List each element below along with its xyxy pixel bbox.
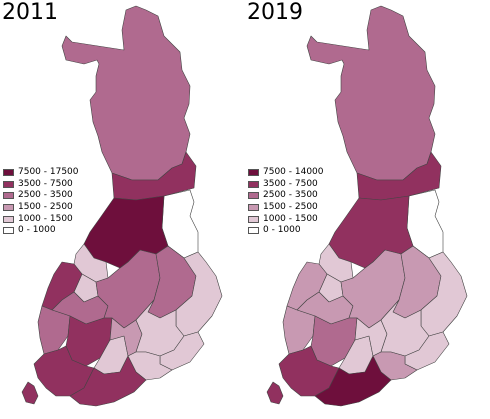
legend-label: 1000 - 1500 xyxy=(18,213,73,224)
legend-item: 7500 - 14000 xyxy=(248,167,324,179)
map-legend-2019: 7500 - 14000 3500 - 7500 2500 - 3500 1500 -… xyxy=(248,167,324,237)
legend-swatch xyxy=(3,180,14,188)
legend-swatch xyxy=(3,169,14,177)
legend-label: 2500 - 3500 xyxy=(18,190,73,201)
legend-label: 0 - 1000 xyxy=(18,225,56,236)
legend-item: 7500 - 17500 xyxy=(3,167,79,179)
legend-label: 1500 - 2500 xyxy=(263,202,318,213)
legend-swatch xyxy=(248,192,259,200)
legend-item: 1000 - 1500 xyxy=(3,213,79,225)
map-region xyxy=(69,355,147,407)
legend-swatch xyxy=(248,180,259,188)
legend-item: 1500 - 2500 xyxy=(248,202,324,214)
legend-label: 3500 - 7500 xyxy=(263,178,318,189)
map-panel-2011: 2011 7500 - 17500 3500 - 7500 2500 - 3500 1… xyxy=(2,0,223,407)
map-year-label: 2011 xyxy=(2,0,58,25)
legend-item: 3500 - 7500 xyxy=(248,179,324,191)
legend-label: 3500 - 7500 xyxy=(18,178,73,189)
map-region xyxy=(21,381,39,405)
map-panel-2019: 2019 7500 - 14000 3500 - 7500 2500 - 3500 1… xyxy=(245,0,490,419)
map-year-label: 2019 xyxy=(247,0,303,25)
map-region xyxy=(314,355,392,407)
map-region xyxy=(266,381,284,405)
legend-label: 1500 - 2500 xyxy=(18,202,73,213)
legend-swatch xyxy=(248,227,259,235)
legend-label: 0 - 1000 xyxy=(263,225,301,236)
finland-map-2019 xyxy=(266,5,468,407)
finland-map-2011 xyxy=(21,5,223,407)
map-legend-2011: 7500 - 17500 3500 - 7500 2500 - 3500 1500 -… xyxy=(3,167,79,237)
legend-label: 1000 - 1500 xyxy=(263,213,318,224)
legend-swatch xyxy=(3,192,14,200)
legend-label: 7500 - 14000 xyxy=(263,167,324,178)
legend-item: 3500 - 7500 xyxy=(3,179,79,191)
legend-item: 1500 - 2500 xyxy=(3,202,79,214)
map-region xyxy=(306,5,436,181)
legend-swatch xyxy=(248,204,259,212)
legend-item: 1000 - 1500 xyxy=(248,213,324,225)
legend-item: 2500 - 3500 xyxy=(3,190,79,202)
legend-swatch xyxy=(3,215,14,223)
legend-item: 0 - 1000 xyxy=(3,225,79,237)
legend-item: 0 - 1000 xyxy=(248,225,324,237)
legend-swatch xyxy=(248,215,259,223)
legend-swatch xyxy=(3,227,14,235)
legend-item: 2500 - 3500 xyxy=(248,190,324,202)
legend-swatch xyxy=(3,204,14,212)
map-region xyxy=(61,5,191,181)
legend-swatch xyxy=(248,169,259,177)
legend-label: 2500 - 3500 xyxy=(263,190,318,201)
legend-label: 7500 - 17500 xyxy=(18,167,79,178)
